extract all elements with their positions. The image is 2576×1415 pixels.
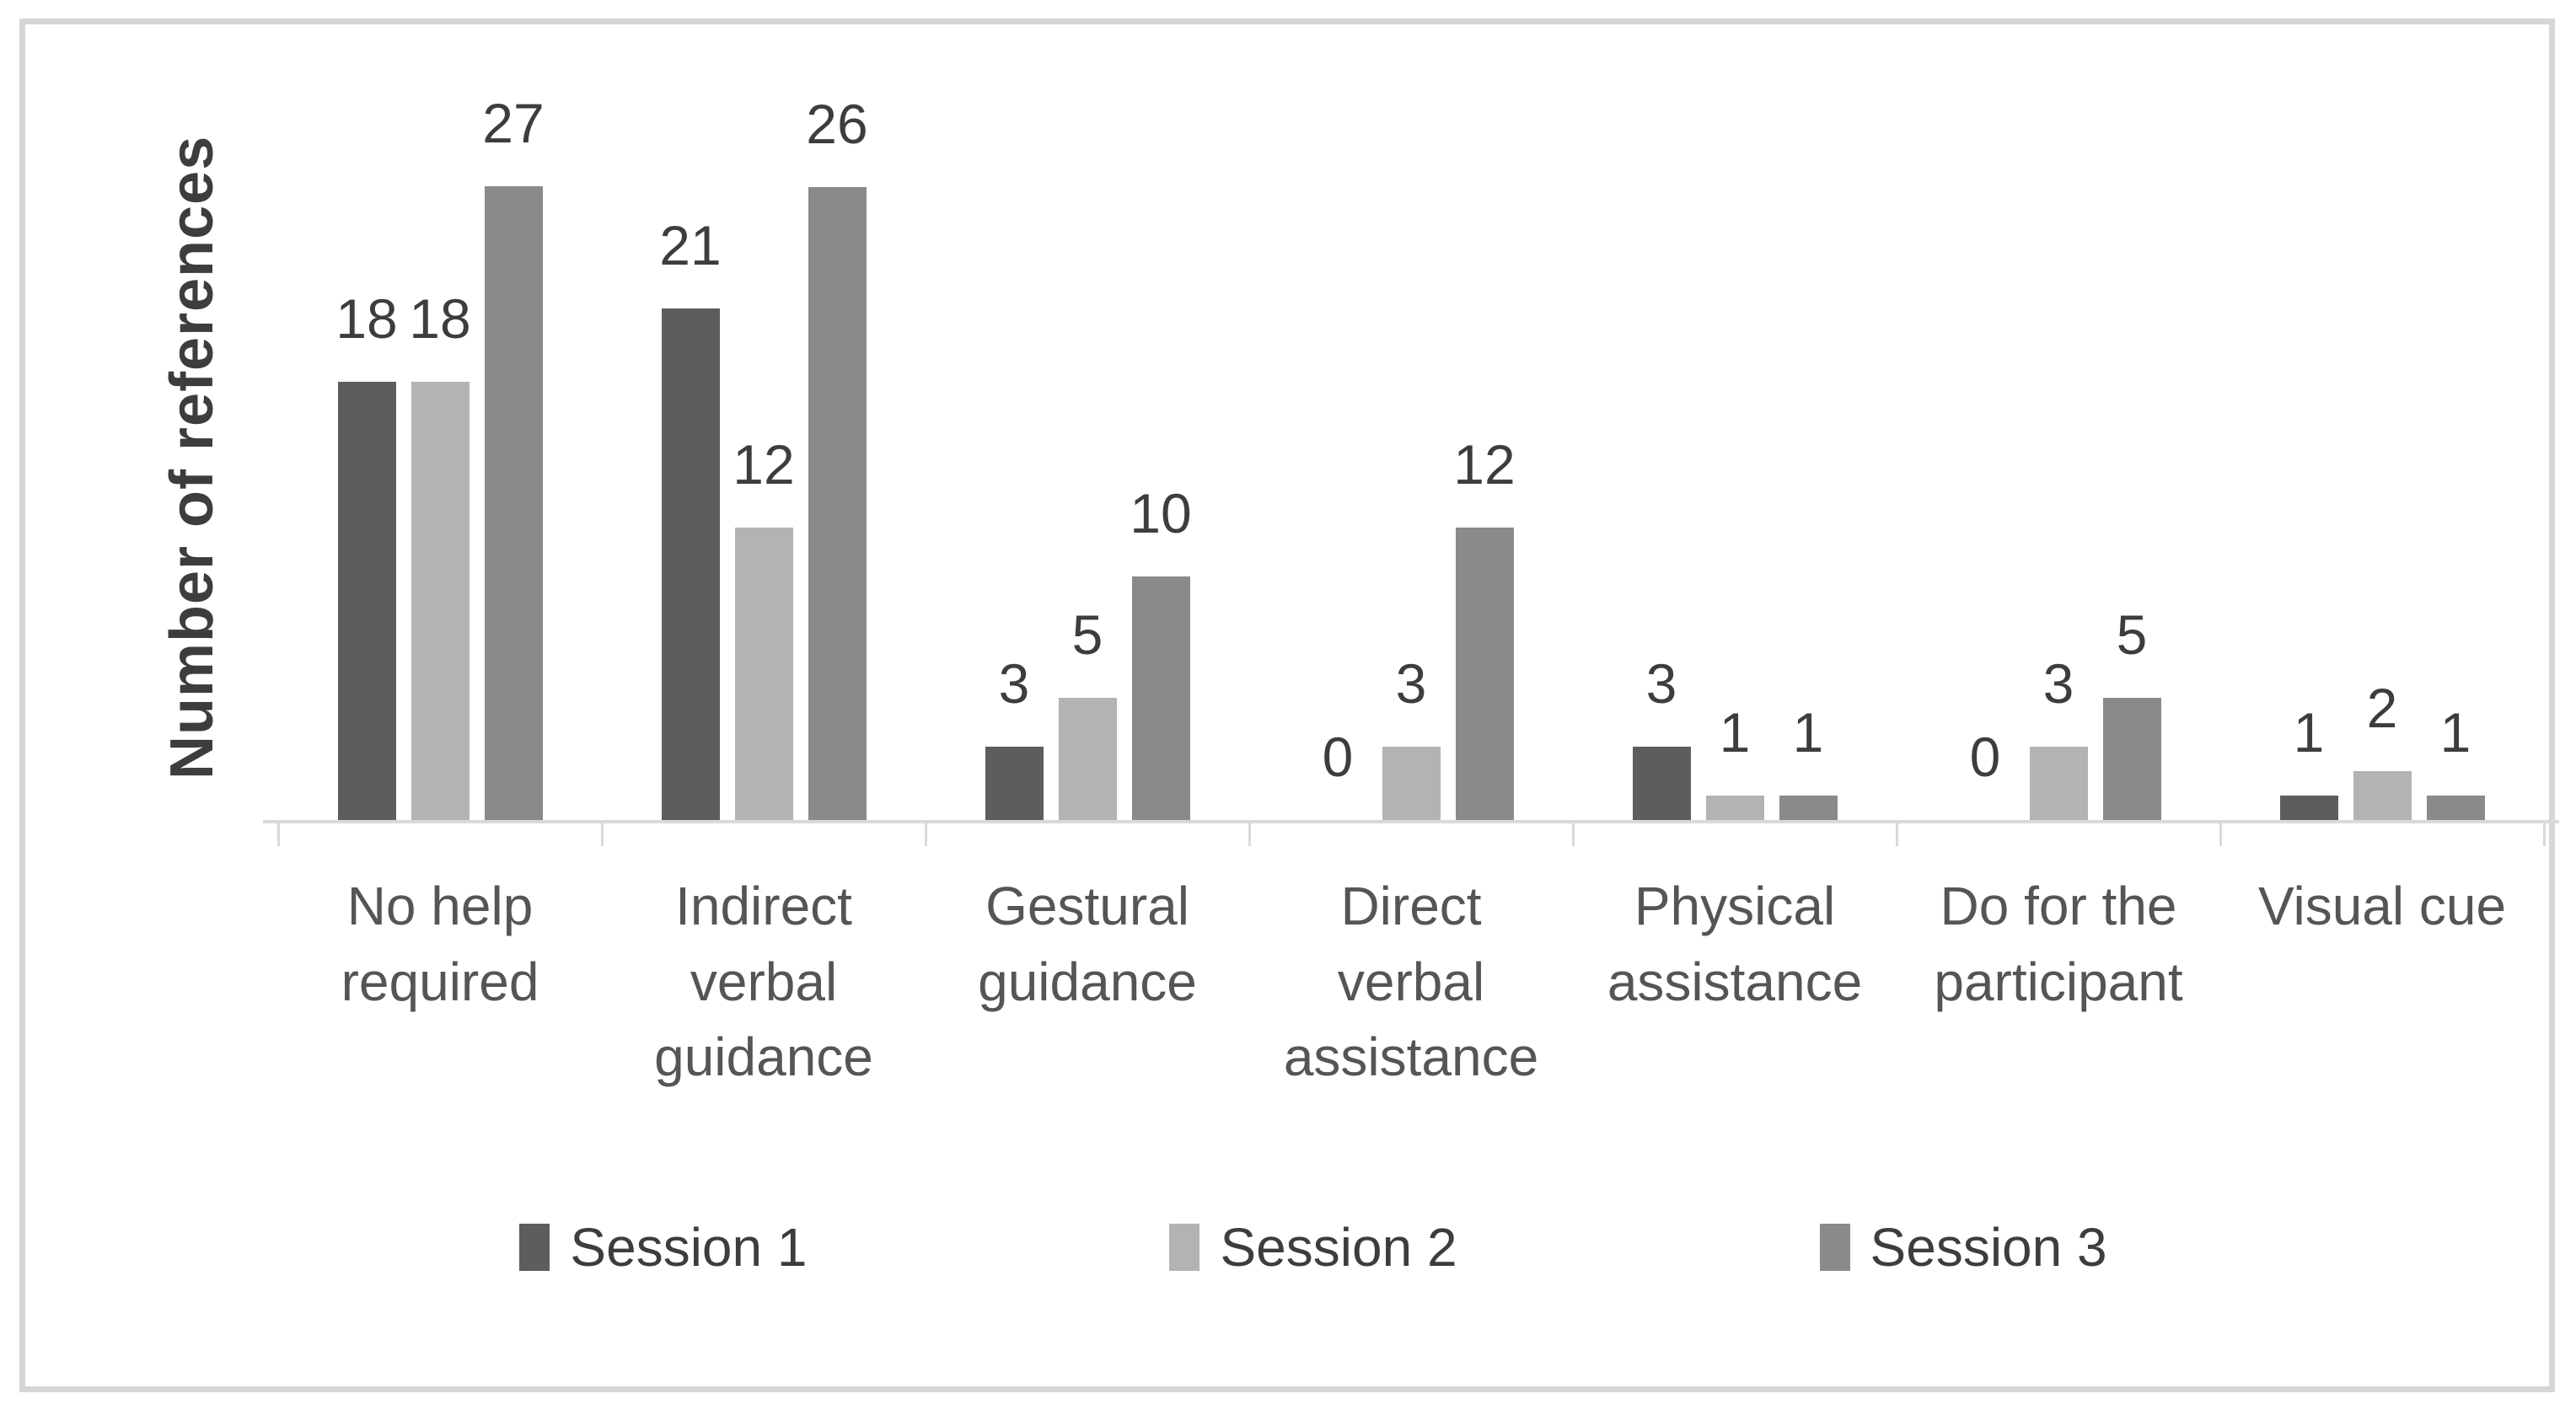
legend-color-swatch	[1169, 1224, 1200, 1271]
axis-tick	[277, 823, 280, 846]
bar	[1705, 796, 1764, 820]
bar-slot: 3	[2029, 95, 2088, 820]
bar-slot: 12	[733, 95, 795, 820]
bar-value-label: 5	[1071, 603, 1103, 666]
bar-value-label: 21	[659, 214, 722, 276]
bar	[2426, 796, 2485, 820]
axis-tick	[1248, 823, 1251, 846]
bar-value-label: 1	[2293, 701, 2325, 764]
bar-slot: 18	[335, 95, 398, 820]
bar-slot: 18	[409, 95, 471, 820]
axis-tick	[2219, 823, 2222, 846]
bar-slot: 0	[1956, 95, 2015, 820]
bar	[1382, 747, 1441, 820]
bar-group: 18 18 27	[278, 95, 602, 820]
legend-entry: Session 2	[1169, 1220, 1457, 1274]
bar-slot: 12	[1453, 95, 1516, 820]
bar	[337, 382, 396, 820]
legend-color-swatch	[1819, 1224, 1850, 1271]
bar-value-label: 10	[1130, 482, 1192, 544]
bar	[1131, 576, 1190, 820]
bar-value-label: 12	[1453, 433, 1516, 496]
bar	[661, 308, 720, 820]
y-axis-title: Number of references	[158, 135, 226, 780]
bar	[411, 382, 470, 820]
bar	[1632, 747, 1691, 820]
bar-slot: 1	[1779, 95, 1838, 820]
bar-slot: 10	[1130, 95, 1192, 820]
axis-tick	[925, 823, 927, 846]
category-label: Do for the participant	[1934, 876, 2183, 1012]
bar-value-label: 3	[1395, 652, 1427, 715]
bar	[985, 747, 1044, 820]
bar-value-label: 3	[998, 652, 1030, 715]
bar-slot: 2	[2353, 95, 2412, 820]
bar	[2029, 747, 2088, 820]
bar-value-label: 26	[806, 93, 868, 155]
x-axis-line	[263, 820, 2559, 823]
bar-slot: 26	[806, 93, 868, 820]
plot-area: 18 18 27 21 12 26 3 5 10 0 3 12 3 1 1 0 3 5 1 2 1 No help re…	[263, 95, 2559, 1149]
bar-value-label: 1	[1719, 701, 1751, 764]
bar	[808, 187, 867, 820]
legend-label: Session 2	[1220, 1217, 1457, 1278]
legend-label: Session 3	[1870, 1217, 2107, 1278]
bar-slot: 3	[985, 95, 1044, 820]
category-label: Gestural guidance	[978, 876, 1197, 1012]
bar-slot: 21	[659, 95, 722, 820]
bar-slot: 1	[2279, 95, 2338, 820]
axis-tick	[1896, 823, 1898, 846]
bar	[2353, 771, 2412, 820]
bar-slot: 3	[1382, 95, 1441, 820]
category-label: Visual cue	[2257, 876, 2507, 936]
legend-label: Session 1	[570, 1217, 808, 1278]
bar	[484, 186, 543, 820]
bar-slot: 5	[1058, 95, 1117, 820]
bar-slot: 3	[1632, 95, 1691, 820]
legend-entry: Session 1	[519, 1220, 807, 1274]
axis-tick	[1572, 823, 1575, 846]
bar-value-label: 1	[2439, 701, 2471, 764]
bar-value-label: 1	[1792, 701, 1824, 764]
bar-slot: 5	[2102, 95, 2161, 820]
bar-value-label: 5	[2116, 603, 2148, 666]
bar-value-label: 18	[409, 287, 471, 350]
bar-value-label: 12	[733, 433, 795, 496]
axis-tick	[601, 823, 604, 846]
category-label: Physical assistance	[1607, 876, 1863, 1012]
bar	[2279, 796, 2338, 820]
legend-color-swatch	[519, 1224, 550, 1271]
bar-slot: 1	[2426, 95, 2485, 820]
bar-slot: 0	[1309, 95, 1367, 820]
bar	[1455, 528, 1514, 820]
legend-entry: Session 3	[1819, 1217, 2107, 1278]
bar-groups: 18 18 27 21 12 26 3 5 10 0 3 12 3 1 1 0 3 5 1 2 1	[278, 95, 2544, 820]
bar	[1058, 698, 1117, 820]
bar-slot: 1	[1705, 95, 1764, 820]
bar-value-label: 27	[482, 92, 545, 154]
bar-group: 21 12 26	[602, 95, 926, 820]
axis-tick	[2543, 823, 2546, 846]
bar-value-label: 0	[1969, 726, 2001, 788]
legend: Session 1 Session 2 Session 3	[51, 1220, 2576, 1274]
category-labels: No help required Indirect verbal guidance…	[278, 869, 2544, 1096]
bar-value-label: 3	[2042, 652, 2074, 715]
category-label: Direct verbal assistance	[1283, 876, 1539, 1088]
bar-group: 0 3 12	[1249, 95, 1573, 820]
bar-group: 3 5 10	[926, 95, 1249, 820]
bar	[734, 528, 793, 820]
category-label: Indirect verbal guidance	[654, 876, 873, 1088]
bar-value-label: 2	[2366, 677, 2398, 739]
bar-value-label: 18	[335, 287, 398, 350]
bar-value-label: 3	[1645, 652, 1677, 715]
bar-slot: 27	[482, 92, 545, 820]
category-label: No help required	[341, 876, 539, 1012]
bar	[2102, 698, 2161, 820]
bar-value-label: 0	[1322, 726, 1354, 788]
bar	[1779, 796, 1838, 820]
